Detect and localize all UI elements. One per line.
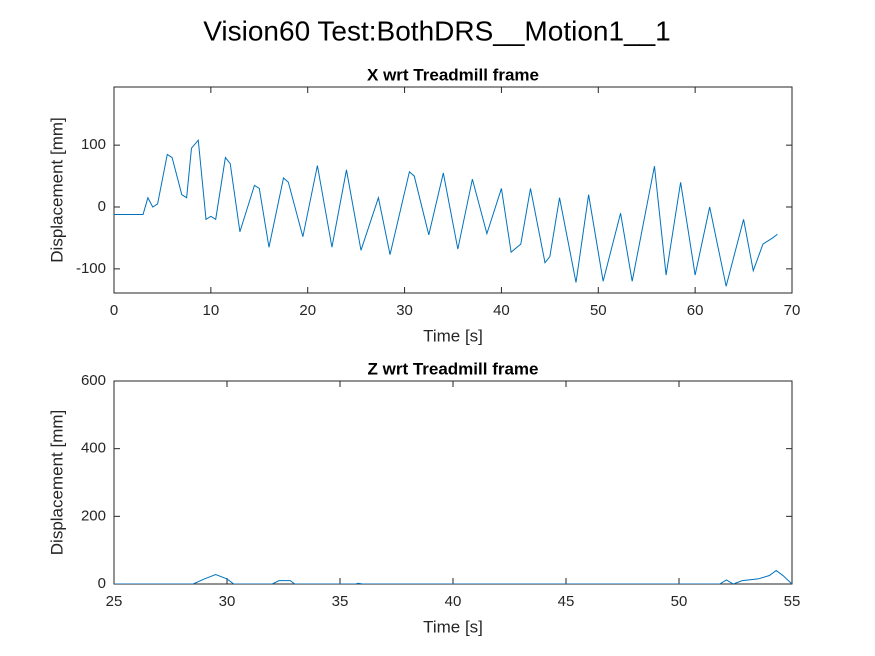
x-tick-label: 40 (445, 593, 462, 610)
axes-box (113, 380, 793, 585)
y-tick-label: 0 (98, 198, 106, 215)
x-axis-label: Time [s] (423, 617, 483, 636)
x-tick-label: 45 (558, 593, 575, 610)
figure-title: Vision60 Test:BothDRS__Motion1__1 (203, 15, 671, 46)
axes-title: X wrt Treadmill frame (367, 65, 539, 84)
x-tick-label: 35 (332, 593, 349, 610)
x-tick-label: 60 (687, 302, 704, 319)
y-tick-label: -100 (76, 260, 106, 277)
axes-box (113, 86, 793, 294)
y-tick-label: 200 (81, 507, 106, 524)
y-tick-label: 100 (81, 136, 106, 153)
data-line (114, 569, 792, 584)
y-tick-label: 0 (98, 575, 106, 592)
x-tick-label: 70 (784, 302, 801, 319)
x-tick-label: 30 (396, 302, 413, 319)
x-tick-label: 55 (784, 593, 801, 610)
x-axis-label: Time [s] (423, 326, 483, 345)
x-tick-label: 30 (219, 593, 236, 610)
x-tick-label: 50 (671, 593, 688, 610)
x-tick-label: 25 (106, 593, 123, 610)
x-tick-label: 40 (493, 302, 510, 319)
axes-title: Z wrt Treadmill frame (368, 359, 539, 378)
y-tick-label: 600 (81, 372, 106, 389)
x-tick-label: 0 (110, 302, 118, 319)
x-tick-label: 10 (203, 302, 220, 319)
y-axis-label: Displacement [mm] (47, 410, 66, 555)
y-tick-label: 400 (81, 440, 106, 457)
data-line (114, 138, 778, 287)
x-tick-label: 20 (299, 302, 316, 319)
y-axis-label: Displacement [mm] (47, 117, 66, 262)
x-tick-label: 50 (590, 302, 607, 319)
